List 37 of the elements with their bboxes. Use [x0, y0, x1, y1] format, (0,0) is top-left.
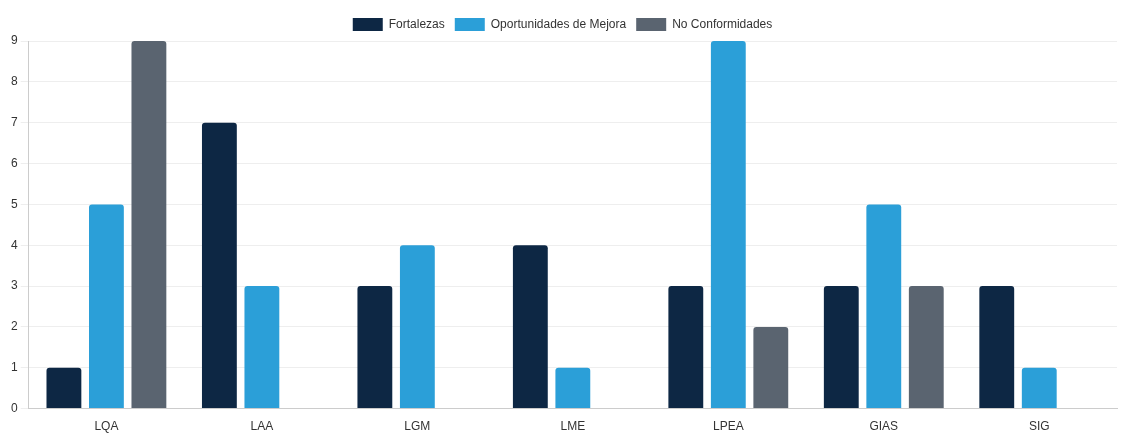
x-tick-label: GIAS	[869, 419, 899, 434]
y-tick-label: 7	[10, 115, 18, 129]
y-tick-label: 5	[10, 196, 18, 211]
y-tick-label: 6	[10, 155, 18, 170]
x-tick-label: LQA	[94, 419, 119, 434]
x-tick-label: LGM	[404, 419, 431, 434]
bar	[866, 204, 902, 409]
y-tick-label: 0	[10, 400, 18, 415]
bar	[823, 286, 859, 409]
bar	[668, 286, 704, 409]
bar	[357, 286, 393, 409]
bar	[753, 326, 789, 409]
bar	[46, 367, 82, 409]
legend-label: Oportunidades de Mejora	[490, 16, 627, 31]
bar	[979, 286, 1015, 409]
legend-label: No Conformidades	[672, 16, 773, 31]
bar	[131, 41, 167, 409]
bar	[244, 286, 280, 409]
x-tick-label: LAA	[250, 419, 274, 434]
y-tick-label: 4	[10, 237, 18, 252]
y-tick-label: 8	[10, 74, 18, 89]
bar	[555, 367, 591, 409]
x-tick-label: LME	[560, 419, 586, 434]
y-tick-label: 1	[10, 360, 18, 375]
bar	[201, 122, 237, 409]
x-tick-label: LPEA	[712, 419, 744, 434]
y-tick-label: 2	[10, 319, 18, 334]
bar	[512, 245, 548, 409]
x-tick-label: SIG	[1028, 419, 1050, 434]
y-tick-label: 9	[10, 33, 18, 48]
bar	[88, 204, 124, 409]
legend-label: Fortalezas	[388, 16, 445, 31]
bar	[399, 245, 435, 409]
bar	[710, 41, 746, 409]
bar	[908, 286, 944, 409]
bar	[1021, 367, 1057, 409]
y-tick-label: 3	[10, 278, 18, 293]
